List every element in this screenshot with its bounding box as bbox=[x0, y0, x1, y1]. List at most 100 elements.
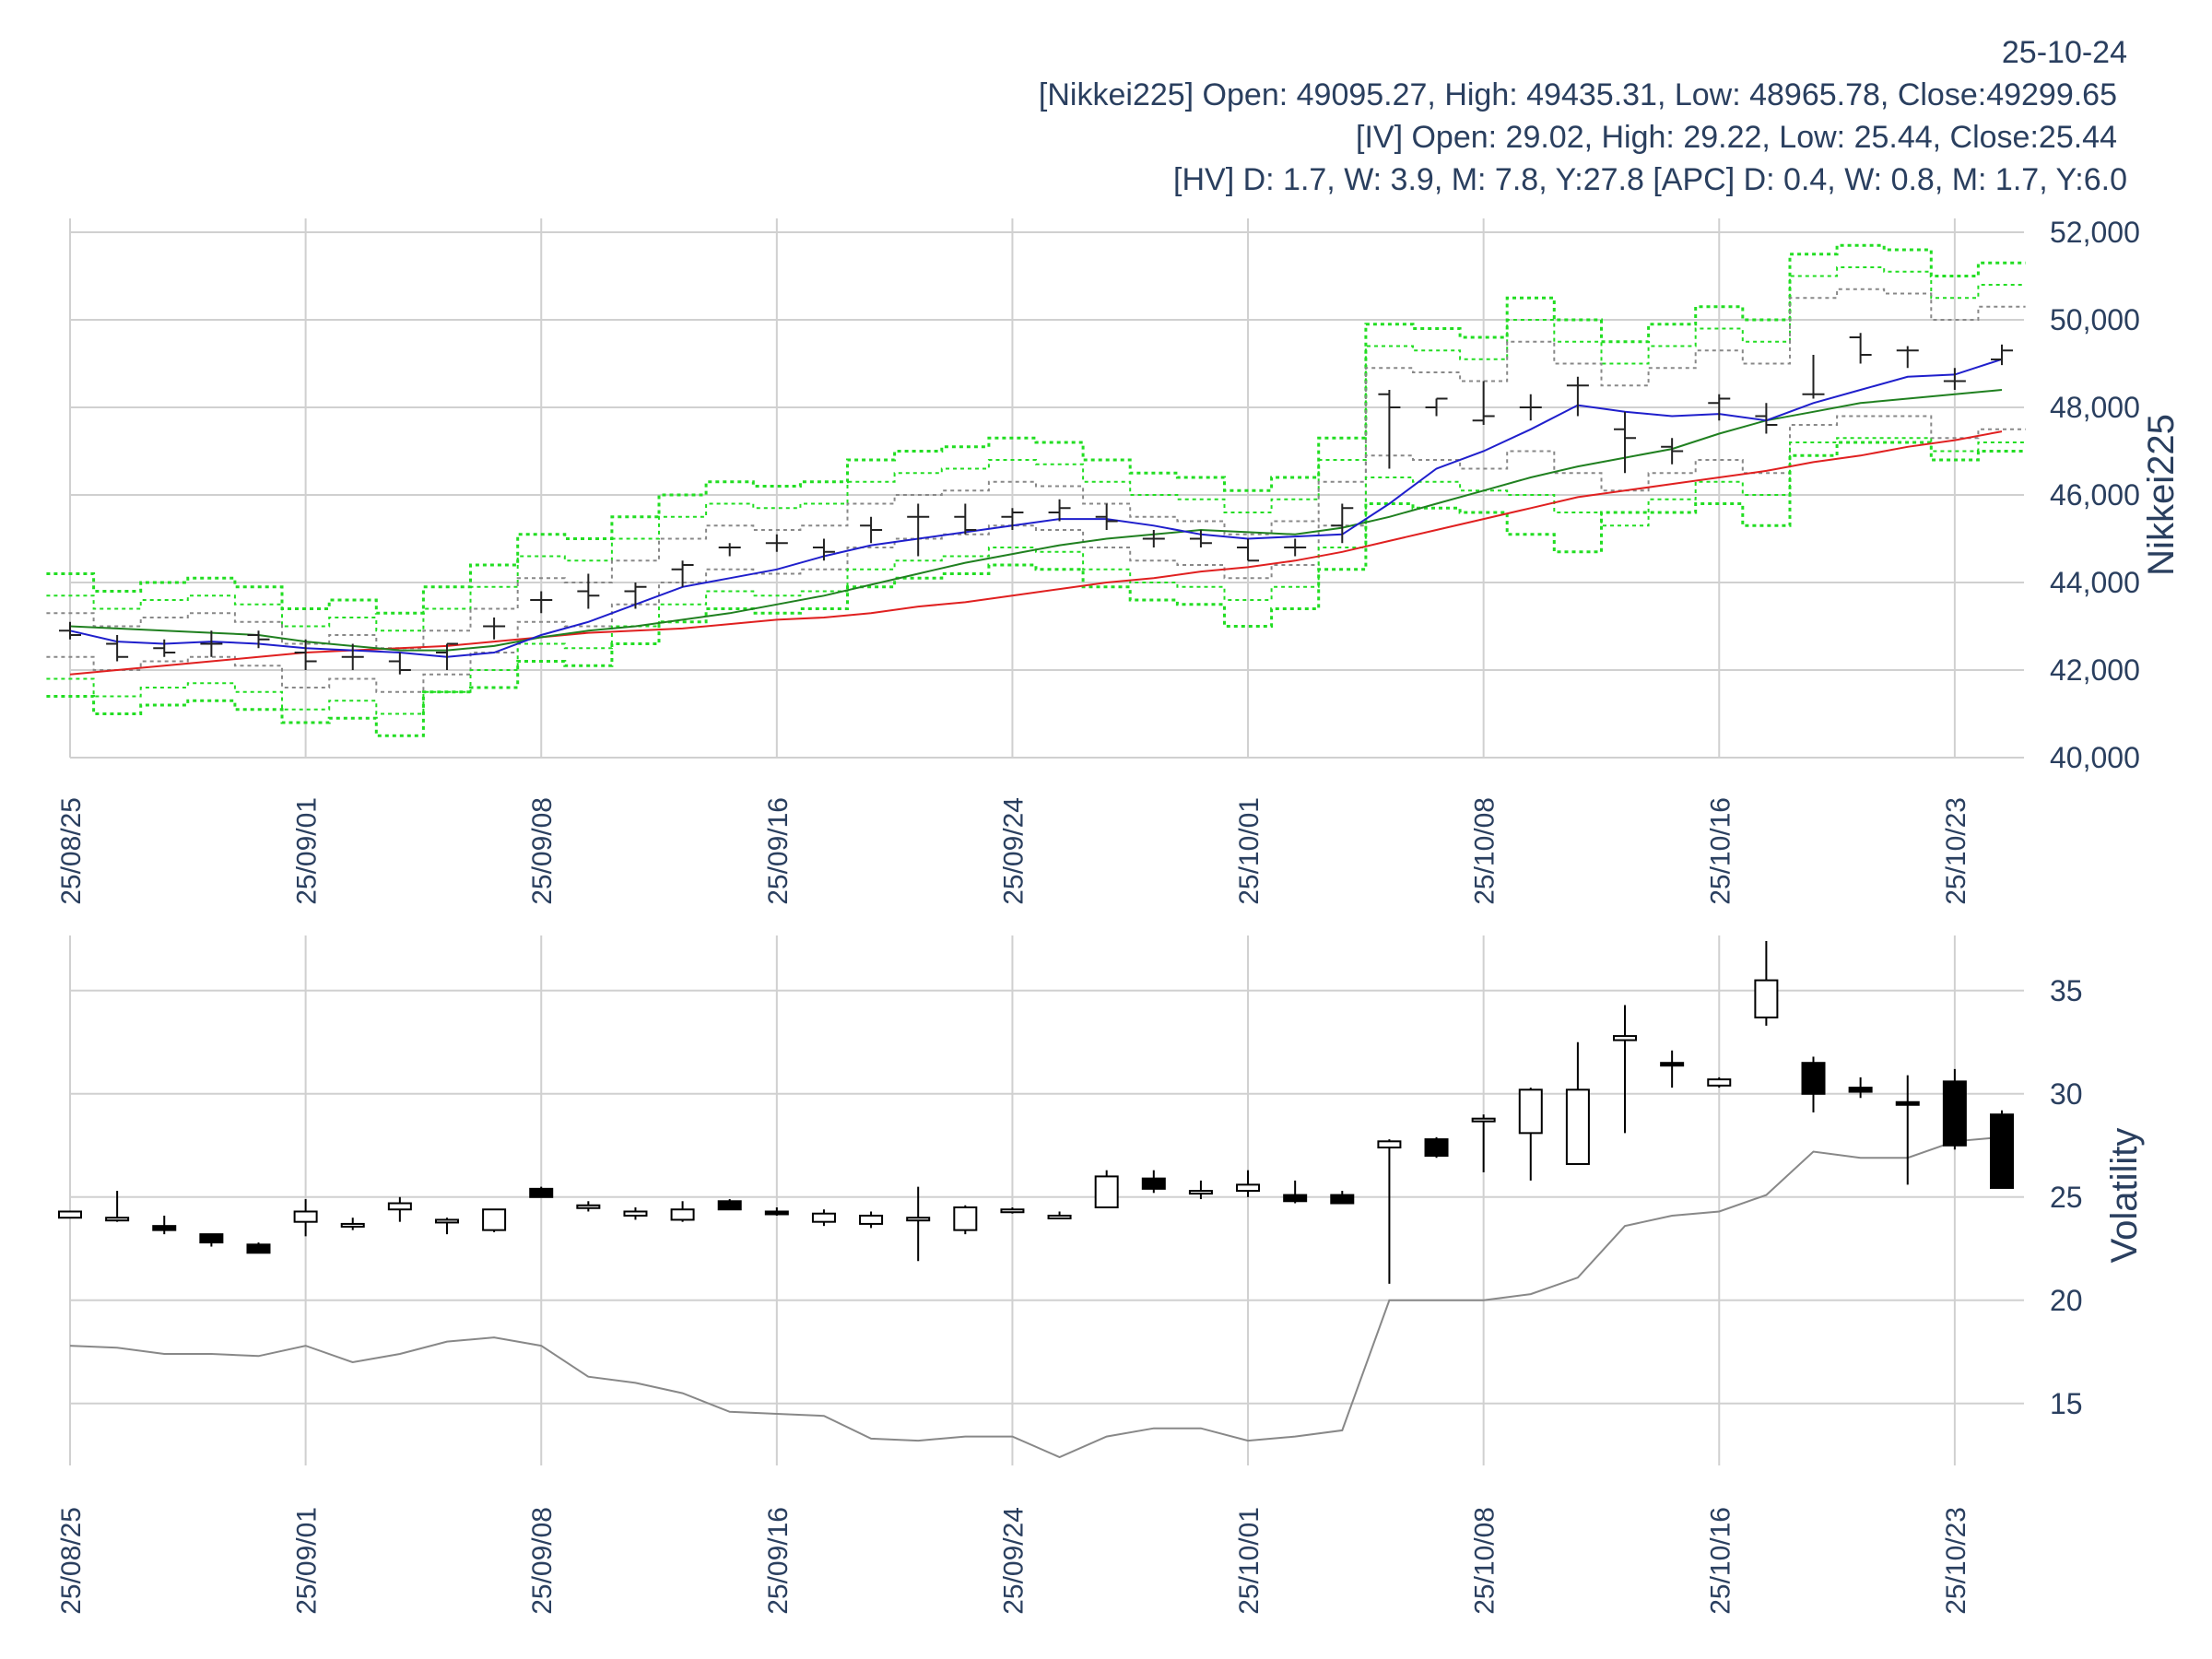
candle-body bbox=[1094, 1175, 1119, 1209]
candle-body bbox=[1330, 1194, 1355, 1205]
candlestick bbox=[246, 1242, 271, 1254]
candlestick bbox=[717, 1199, 742, 1211]
header-date: 25-10-24 bbox=[2001, 35, 2127, 70]
ohlc-bar bbox=[1849, 333, 1872, 364]
candle-body bbox=[623, 1210, 648, 1217]
y-tick-label: 15 bbox=[2050, 1387, 2083, 1420]
candle-body bbox=[482, 1208, 507, 1231]
candlestick bbox=[811, 1209, 836, 1227]
ohlc-bar bbox=[1802, 355, 1825, 399]
candle-body bbox=[529, 1187, 554, 1198]
x-tick-label: 25/09/16 bbox=[763, 1507, 794, 1615]
ohlc-bar bbox=[247, 630, 270, 649]
candlestick bbox=[199, 1233, 224, 1247]
candle-body bbox=[1518, 1088, 1543, 1135]
ohlc-bar bbox=[294, 639, 317, 670]
x-tick-label: 25/09/08 bbox=[527, 1507, 558, 1615]
x-tick-label: 25/10/01 bbox=[1234, 797, 1265, 905]
ohlc-bar bbox=[1708, 394, 1731, 421]
candlestick bbox=[105, 1191, 130, 1222]
x-tick-label: 25/10/23 bbox=[1941, 1507, 1971, 1615]
candlestick bbox=[387, 1196, 412, 1222]
ohlc-bar bbox=[1048, 499, 1071, 522]
ohlc-bar bbox=[765, 534, 788, 552]
x-tick-label: 25/08/25 bbox=[56, 1507, 87, 1615]
candlestick bbox=[434, 1218, 459, 1235]
candlestick bbox=[1377, 1139, 1402, 1284]
volatility-panel: 25/08/25 25/09/01 25/09/08 25/09/16 25/09/24… bbox=[56, 935, 2145, 1615]
x-tick-label: 25/10/16 bbox=[1705, 797, 1735, 905]
candlestick bbox=[1707, 1077, 1732, 1088]
ohlc-bar bbox=[530, 591, 553, 614]
candle-body bbox=[1000, 1208, 1025, 1214]
candle-body bbox=[387, 1202, 412, 1211]
y-tick-label: 44,000 bbox=[2050, 566, 2140, 599]
ohlc-bar bbox=[1896, 346, 1919, 369]
ohlc-bar bbox=[1519, 394, 1542, 421]
candlestick bbox=[1188, 1180, 1213, 1200]
ohlc-bar bbox=[1284, 538, 1307, 557]
candle-body bbox=[670, 1208, 695, 1221]
candlestick bbox=[1801, 1056, 1826, 1112]
candlestick bbox=[1047, 1211, 1072, 1219]
candle-body bbox=[340, 1222, 365, 1228]
candlestick bbox=[859, 1211, 884, 1229]
y-tick-label: 30 bbox=[2050, 1077, 2083, 1111]
candle-body bbox=[1565, 1088, 1590, 1165]
moving-average-blue bbox=[69, 358, 2003, 658]
candle-body bbox=[1754, 979, 1779, 1018]
candle-body bbox=[58, 1210, 82, 1219]
ohlc-bar bbox=[200, 630, 223, 657]
candlestick bbox=[1141, 1170, 1166, 1194]
ohlc-bar bbox=[341, 643, 364, 670]
ohlc-bar bbox=[1237, 538, 1260, 562]
ohlc-bar bbox=[1943, 368, 1966, 390]
candlestick bbox=[1613, 1005, 1638, 1134]
y-axis-label: Volatility bbox=[2104, 1128, 2145, 1264]
candlestick bbox=[1000, 1207, 1025, 1214]
band-band-green-lower1 bbox=[46, 437, 2026, 715]
ohlc-bar bbox=[435, 642, 458, 670]
candle-body bbox=[906, 1217, 931, 1222]
ohlc-bar bbox=[1661, 438, 1684, 465]
x-tick-label: 25/09/16 bbox=[763, 797, 794, 905]
candle-body bbox=[1377, 1140, 1402, 1149]
candle-body bbox=[1801, 1062, 1826, 1095]
band-band-green-upper1 bbox=[46, 266, 2026, 632]
candle-body bbox=[1707, 1078, 1732, 1087]
ohlc-bar bbox=[59, 621, 81, 640]
candlestick bbox=[906, 1186, 931, 1262]
header-hv-apc: [HV] D: 1.7, W: 3.9, M: 7.8, Y:27.8 [APC… bbox=[1173, 162, 2127, 197]
candle-body bbox=[1848, 1087, 1873, 1093]
ohlc-bar bbox=[1425, 397, 1448, 417]
y-tick-label: 20 bbox=[2050, 1284, 2083, 1317]
candle-body bbox=[576, 1204, 601, 1209]
candlestick bbox=[1236, 1170, 1261, 1197]
candle-body bbox=[764, 1210, 789, 1216]
ohlc-bar bbox=[483, 618, 506, 640]
ohlc-bar bbox=[1331, 503, 1354, 544]
ohlc-bar bbox=[812, 538, 835, 561]
candlestick bbox=[1330, 1191, 1355, 1205]
y-tick-label: 48,000 bbox=[2050, 391, 2140, 424]
y-tick-label: 52,000 bbox=[2050, 216, 2140, 249]
candle-body bbox=[859, 1214, 884, 1225]
candlestick bbox=[1942, 1068, 1967, 1150]
ohlc-bar bbox=[1614, 411, 1637, 474]
candlestick bbox=[764, 1207, 789, 1216]
candle-body bbox=[1188, 1190, 1213, 1195]
candlestick bbox=[1471, 1114, 1496, 1172]
x-tick-label: 25/09/24 bbox=[998, 1507, 1029, 1615]
ohlc-bar bbox=[1142, 530, 1165, 547]
y-tick-label: 25 bbox=[2050, 1181, 2083, 1214]
ohlc-bar bbox=[1378, 390, 1401, 469]
candle-body bbox=[1660, 1062, 1685, 1067]
candle-body bbox=[1942, 1080, 1967, 1147]
x-tick-label: 25/09/01 bbox=[292, 1507, 323, 1615]
candle-body bbox=[1424, 1138, 1449, 1157]
ohlc-bar bbox=[577, 573, 600, 609]
ohlc-bar bbox=[153, 639, 176, 657]
x-tick-label: 25/09/01 bbox=[292, 797, 323, 905]
y-tick-label: 40,000 bbox=[2050, 741, 2140, 774]
ohlc-bar bbox=[954, 503, 977, 535]
